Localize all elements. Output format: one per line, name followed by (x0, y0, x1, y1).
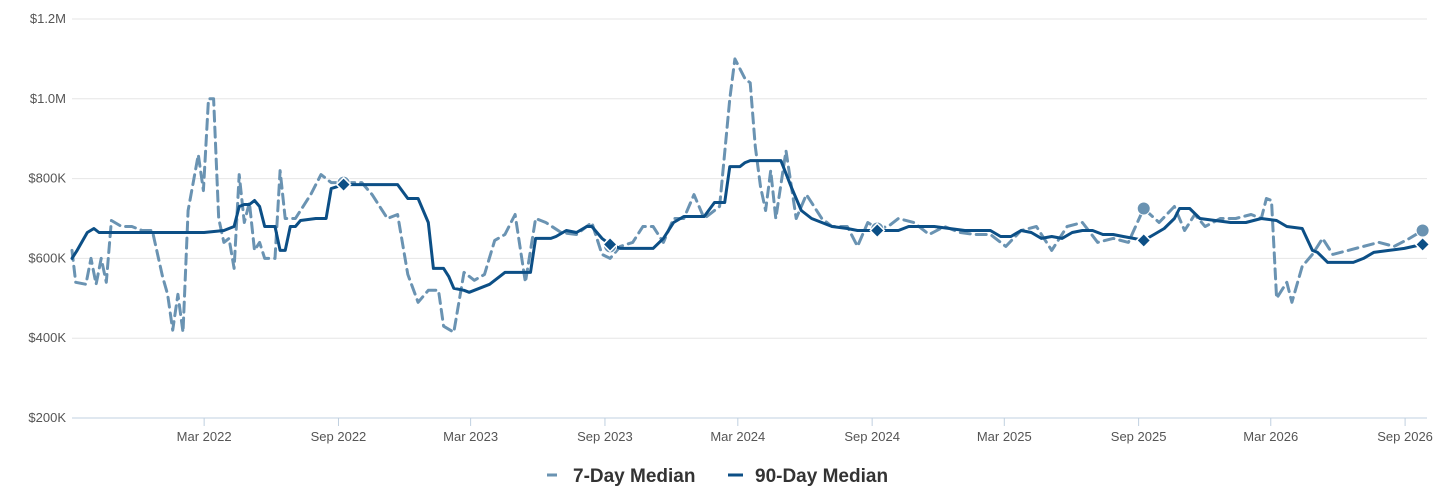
marker-90-day (869, 222, 886, 239)
series-line-90-day (70, 159, 1425, 294)
x-tick-label: Mar 2024 (710, 429, 765, 444)
legend-label-90-day: 90-Day Median (755, 466, 888, 487)
marker-7-day (1415, 223, 1430, 238)
x-tick-label: Mar 2023 (443, 429, 498, 444)
x-tick-label: Mar 2025 (977, 429, 1032, 444)
marker-90-day (1414, 236, 1431, 253)
y-tick-label: $1.2M (30, 11, 66, 26)
x-tick-label: Mar 2026 (1243, 429, 1298, 444)
legend: 7-Day Median 90-Day Median (547, 466, 888, 487)
x-tick-label: Sep 2023 (577, 429, 633, 444)
marker-7-day (1136, 201, 1151, 216)
y-tick-label: $400K (28, 330, 66, 345)
series-markers (335, 175, 1431, 254)
marker-90-day (1135, 232, 1152, 249)
series-line-7-day (70, 57, 1425, 334)
x-tick-label: Sep 2026 (1377, 429, 1433, 444)
y-tick-label: $1.0M (30, 91, 66, 106)
y-axis: $200K $400K $600K $800K $1.0M $1.2M (28, 11, 66, 425)
marker-90-day (601, 236, 619, 253)
marker-90-day (335, 176, 352, 193)
x-tick-label: Sep 2022 (311, 429, 367, 444)
x-tick-label: Sep 2024 (844, 429, 900, 444)
y-tick-label: $200K (28, 410, 66, 425)
y-tick-label: $800K (28, 171, 66, 186)
legend-label-7-day: 7-Day Median (573, 466, 695, 487)
x-tick-label: Sep 2025 (1111, 429, 1167, 444)
x-tick-label: Mar 2022 (177, 429, 232, 444)
gridlines (72, 18, 1427, 339)
y-tick-label: $600K (28, 250, 66, 265)
x-axis: Mar 2022 Sep 2022 Mar 2023 Sep 2023 Mar 2024… (72, 417, 1433, 444)
series-lines (70, 57, 1425, 334)
